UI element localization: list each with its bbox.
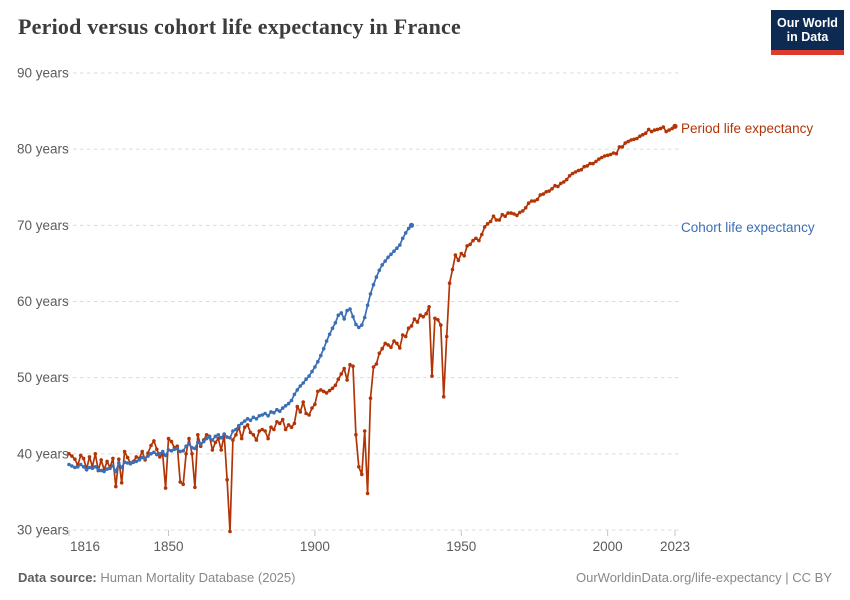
data-source-value: Human Mortality Database (2025)	[100, 570, 296, 585]
y-gridlines	[66, 72, 681, 531]
y-axis-tick-label: 40 years	[17, 446, 69, 461]
x-axis-ticks	[68, 530, 676, 536]
x-axis-tick-label: 2023	[660, 539, 690, 554]
x-axis-labels: 1816 1850 1900 1950 2000 2023	[70, 539, 690, 554]
period-life-expectancy-series[interactable]	[67, 123, 678, 534]
y-axis-labels: 30 years 40 years 50 years 60 years 70 years…	[17, 66, 69, 538]
y-axis-tick-label: 90 years	[17, 66, 69, 81]
owid-logo-line2: in Data	[786, 30, 829, 45]
cohort-life-expectancy-series[interactable]	[67, 222, 415, 474]
y-axis-tick-label: 50 years	[17, 370, 69, 385]
y-axis-tick-label: 70 years	[17, 218, 69, 233]
owid-logo-line1: Our World	[777, 16, 838, 30]
y-axis-tick-label: 80 years	[17, 142, 69, 157]
page-title: Period versus cohort life expectancy in …	[18, 14, 461, 39]
x-axis-tick-label: 1950	[446, 539, 476, 554]
x-axis-tick-label: 1816	[70, 539, 100, 554]
series-label-cohort-life-expectancy[interactable]: Cohort life expectancy	[681, 220, 815, 235]
series-label-period-life-expectancy[interactable]: Period life expectancy	[681, 121, 814, 136]
x-axis-tick-label: 1900	[300, 539, 330, 554]
x-axis-tick-label: 2000	[593, 539, 623, 554]
y-axis-tick-label: 30 years	[17, 523, 69, 538]
data-source-label: Data source:	[18, 570, 97, 585]
y-axis-tick-label: 60 years	[17, 294, 69, 309]
owid-logo[interactable]: Our World in Data	[771, 10, 844, 55]
x-axis-tick-label: 1850	[154, 539, 184, 554]
license-link[interactable]: OurWorldinData.org/life-expectancy | CC …	[575, 570, 832, 585]
chart-footer: Data source: Human Mortality Database (2…	[18, 570, 832, 585]
data-source-note: Data source: Human Mortality Database (2…	[18, 570, 295, 585]
